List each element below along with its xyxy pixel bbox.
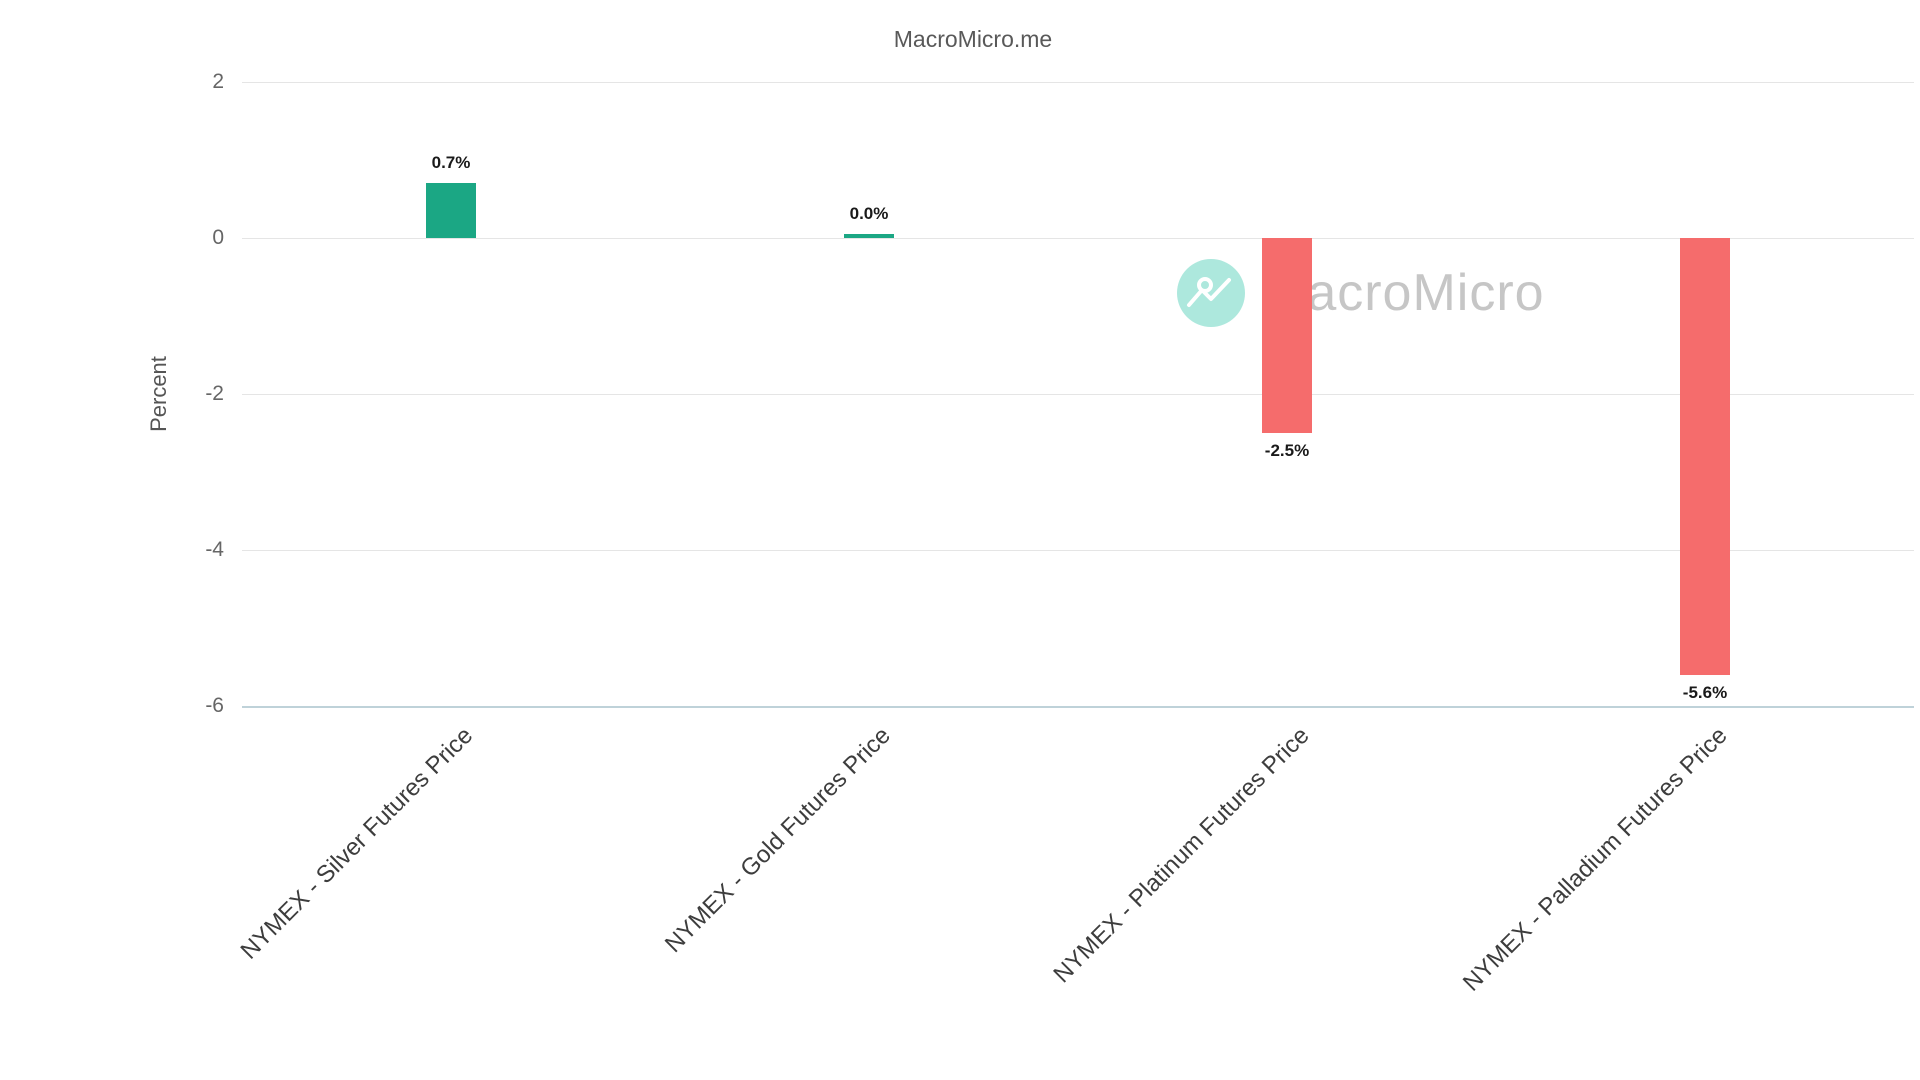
gridline bbox=[242, 82, 1914, 83]
y-tick-label: 0 bbox=[212, 226, 224, 249]
gridline bbox=[242, 394, 1914, 395]
gridline bbox=[242, 550, 1914, 551]
x-category-label: NYMEX - Palladium Futures Price bbox=[1457, 722, 1733, 997]
y-tick-label: 2 bbox=[212, 70, 224, 93]
y-axis-title: Percent bbox=[146, 356, 171, 432]
gridline bbox=[242, 238, 1914, 239]
bar-value-label: -5.6% bbox=[1682, 682, 1728, 702]
bar[interactable] bbox=[1680, 238, 1730, 675]
y-tick-label: -6 bbox=[205, 694, 224, 717]
bar[interactable] bbox=[844, 234, 894, 238]
bar[interactable] bbox=[426, 183, 476, 238]
y-tick-label: -2 bbox=[205, 382, 224, 405]
macromicro-logo-icon bbox=[1177, 259, 1245, 327]
bar-value-label: 0.0% bbox=[849, 204, 889, 223]
x-category-label: NYMEX - Gold Futures Price bbox=[660, 722, 897, 958]
watermark: MacroMicro bbox=[1175, 257, 1545, 329]
x-category-label: NYMEX - Platinum Futures Price bbox=[1047, 722, 1315, 989]
bar-value-label: -2.5% bbox=[1264, 441, 1310, 460]
chart-title: MacroMicro.me bbox=[893, 26, 1053, 52]
x-category-label: NYMEX - Silver Futures Price bbox=[235, 722, 479, 965]
y-tick-label: -4 bbox=[205, 538, 224, 561]
bar[interactable] bbox=[1262, 238, 1312, 433]
gridline bbox=[242, 706, 1914, 708]
bar-value-label: 0.7% bbox=[431, 153, 471, 173]
